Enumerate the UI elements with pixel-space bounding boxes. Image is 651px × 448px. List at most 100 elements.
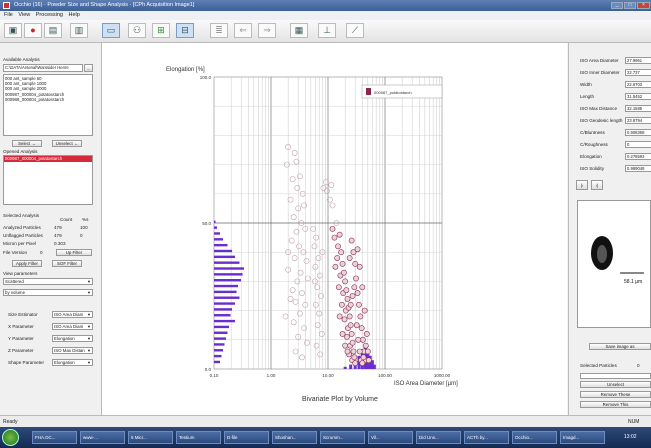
- scatter-point: [295, 205, 302, 212]
- forward-arrow-icon[interactable]: ⇒: [258, 23, 276, 38]
- taskbar-item[interactable]: Shoshan...: [272, 431, 317, 444]
- taskbar-item[interactable]: Vil...: [368, 431, 413, 444]
- taskbar-item[interactable]: Testium: [176, 431, 221, 444]
- param-label: Length: [580, 94, 595, 99]
- histogram-bar: [214, 302, 235, 305]
- browse-button[interactable]: ...: [84, 64, 93, 72]
- y-parameter-select[interactable]: Elongation ▼: [52, 335, 93, 342]
- taskbar-item[interactable]: Did Uns...: [416, 431, 461, 444]
- list-item[interactable]: 000 ant_sample 2000: [5, 86, 47, 92]
- sof-filter-button[interactable]: SOF Filter: [52, 260, 82, 267]
- particle-thumbnail: 58.1 µm: [591, 236, 644, 285]
- x-parameter-select[interactable]: ISO Area Diam ▼: [52, 323, 93, 330]
- param-label: Z Parameter: [8, 348, 34, 353]
- chevron-down-icon: ▼: [87, 360, 91, 365]
- start-button[interactable]: [2, 429, 19, 446]
- line-chart-icon[interactable]: ⟋: [346, 23, 364, 38]
- opened-analysis-label: Opened Analysis: [3, 149, 38, 154]
- taskbar-item[interactable]: ACTh by...: [464, 431, 509, 444]
- list-item[interactable]: 000 ant_sample 1000: [5, 81, 47, 87]
- view-particles-icon[interactable]: ⚇: [128, 23, 146, 38]
- list-item[interactable]: 000 ant_sample 60: [5, 76, 42, 81]
- menu-view[interactable]: View: [18, 12, 31, 18]
- scatter-point: [353, 275, 359, 282]
- scatter-point: [358, 325, 365, 332]
- scatter-point: [331, 234, 338, 241]
- close-button[interactable]: ×: [637, 2, 650, 9]
- weight-mode-select[interactable]: by volume ▼: [3, 289, 93, 296]
- bivariate-chart[interactable]: Elongation [%] ISO Area Diameter [µm] Bi…: [102, 43, 567, 415]
- taskbar-item[interactable]: Occhio...: [512, 431, 557, 444]
- up-filter-button[interactable]: Up Filter: [56, 249, 92, 256]
- menu-file[interactable]: File: [4, 12, 13, 18]
- particle-image: 58.1 µm: [577, 200, 651, 328]
- taskbar-item[interactable]: Imagd...: [560, 431, 605, 444]
- scatter-view-icon[interactable]: ⊞: [152, 23, 170, 38]
- remove-this-button[interactable]: Remove This: [580, 401, 651, 408]
- scatter-point: [295, 333, 302, 340]
- status-bar: Ready NUM: [0, 415, 651, 428]
- taskbar-item[interactable]: 5 Micr...: [128, 431, 173, 444]
- next-particle-button[interactable]: ›|: [591, 180, 603, 190]
- open-analysis-icon[interactable]: ▣: [4, 23, 22, 38]
- bottom-histogram-bar: [343, 366, 347, 369]
- histogram-icon[interactable]: ▦: [290, 23, 308, 38]
- param-label: ISO Area Diameter: [580, 58, 619, 63]
- list-item-selected[interactable]: 000987_000004_potatostarch: [4, 156, 92, 162]
- unselect-button[interactable]: Unselect ←: [52, 140, 82, 147]
- menu-processing[interactable]: Processing: [35, 12, 63, 18]
- list-item[interactable]: 000988_000004_potatosstarch: [5, 96, 65, 102]
- back-arrow-icon[interactable]: ⇐: [234, 23, 252, 38]
- prev-particle-button[interactable]: |‹: [576, 180, 588, 190]
- path-field[interactable]: C:\DATA\Arsenal\Warssider Henre: [3, 64, 83, 72]
- table-view-icon[interactable]: ≣: [210, 23, 228, 38]
- minimize-button[interactable]: _: [611, 2, 623, 9]
- scatter-point: [293, 158, 300, 165]
- row-label: Micron per Pixel: [3, 241, 36, 246]
- z-parameter-select[interactable]: ISO Max Distan ▼: [52, 347, 93, 354]
- scatter-point: [361, 307, 368, 314]
- apply-filter-button[interactable]: Apply Filter: [12, 260, 42, 267]
- shape-parameter-select[interactable]: Elongation ▼: [52, 359, 93, 366]
- list-item[interactable]: 000987_000004_potatosstarch: [5, 91, 65, 97]
- scatter-point: [335, 284, 342, 291]
- scatter-point: [349, 293, 356, 299]
- scatter-point: [302, 301, 309, 308]
- taskbar-item[interactable]: www-...: [80, 431, 125, 444]
- scatter-point: [344, 333, 350, 340]
- view-single-icon[interactable]: ▭: [102, 23, 120, 38]
- remove-these-button[interactable]: Remove These: [580, 391, 651, 398]
- scatter-point: [296, 310, 303, 317]
- histogram-bar: [214, 243, 228, 247]
- menu-help[interactable]: Help: [68, 12, 80, 18]
- grid-view-icon[interactable]: ⊟: [176, 23, 194, 38]
- chart-title: Bivariate Plot by Volume: [302, 396, 378, 403]
- save-icon[interactable]: ▤: [44, 23, 62, 38]
- unselect-particles-button[interactable]: Unselect: [580, 381, 651, 388]
- scatter-point: [316, 310, 323, 317]
- scatter-point: [303, 258, 310, 264]
- taskbar-item[interactable]: Scrumm...: [320, 431, 365, 444]
- scatter-point: [339, 260, 346, 267]
- maximize-button[interactable]: □: [624, 2, 636, 9]
- chart-axes-icon[interactable]: ⊥: [318, 23, 336, 38]
- scatter-point: [329, 225, 336, 232]
- view-mode-select[interactable]: Scattered ▼: [3, 278, 93, 285]
- y-tick-label: 0.0: [205, 367, 212, 372]
- taskbar-item[interactable]: FHA.DC...: [32, 431, 77, 444]
- scatter-point: [336, 231, 343, 238]
- scatter-point: [290, 319, 297, 326]
- param-label: Size Estimator: [8, 312, 38, 317]
- selection-slider[interactable]: [580, 373, 651, 379]
- size-estimator-select[interactable]: ISO Area Diam ▼: [52, 311, 93, 318]
- select-button[interactable]: Select →: [12, 140, 42, 147]
- export-icon[interactable]: ▥: [70, 23, 88, 38]
- save-image-button[interactable]: Save image as: [589, 343, 651, 350]
- taskbar-item[interactable]: D-file: [224, 431, 269, 444]
- histogram-bar: [214, 273, 243, 276]
- available-analysis-list: 000 ant_sample 60 000 ant_sample 1000 00…: [3, 74, 93, 136]
- scatter-point: [313, 342, 320, 349]
- scatter-point: [365, 357, 372, 364]
- record-icon[interactable]: ●: [24, 23, 42, 38]
- scatter-point: [328, 182, 335, 188]
